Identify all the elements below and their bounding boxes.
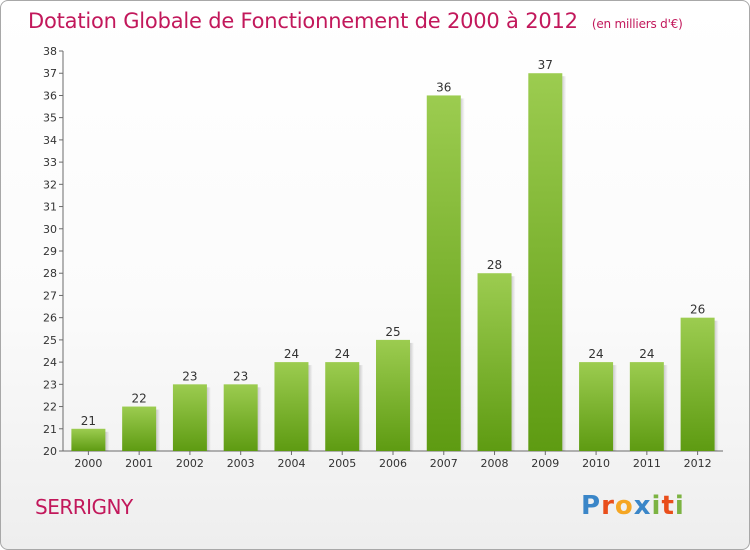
x-tick-label: 2005: [328, 457, 356, 470]
bar-value-label: 24: [335, 347, 350, 361]
bar-shadow: [105, 431, 110, 451]
bar-value-label: 23: [182, 369, 197, 383]
logo-letter: t: [661, 491, 675, 521]
y-tick-label: 26: [43, 312, 57, 325]
y-tick-label: 34: [43, 134, 57, 147]
bar-2000: [71, 428, 106, 451]
bar-2006: [376, 339, 410, 451]
bar-value-label: 24: [639, 347, 654, 361]
y-tick-label: 21: [43, 423, 57, 436]
bar-value-label: 28: [487, 258, 502, 272]
bar-shadow: [257, 387, 262, 451]
chart-title-text: Dotation Globale de Fonctionnement de 20…: [28, 9, 578, 33]
logo-letter: r: [601, 491, 615, 521]
axis-layer: 20 21 22 23 24 25 26 27 28 29 30 31 32 33 34 35 36 37 38 20…: [43, 45, 723, 470]
bar-2003: [223, 384, 258, 451]
logo-letter: i: [674, 491, 685, 521]
bar-2005: [325, 362, 360, 451]
commune-name: SERRIGNY: [35, 495, 133, 519]
bar-2011: [629, 362, 664, 451]
bar-value-label: 22: [132, 392, 147, 406]
bar-2009: [528, 73, 563, 451]
x-tick-label: 2004: [277, 457, 305, 470]
x-tick-label: 2001: [125, 457, 153, 470]
x-tick-label: 2006: [379, 457, 407, 470]
bar-2007: [426, 95, 461, 451]
y-tick-label: 35: [43, 112, 57, 125]
logo-letter: P: [581, 491, 602, 521]
y-tick-label: 36: [43, 89, 57, 102]
bar-shadow: [410, 342, 414, 451]
y-tick-label: 24: [43, 356, 57, 369]
bar-shadow: [460, 98, 465, 451]
bar-value-label: 24: [284, 347, 299, 361]
y-tick-label: 29: [43, 245, 57, 258]
bar-shadow: [359, 365, 364, 451]
x-tick-label: 2002: [176, 457, 204, 470]
x-tick-label: 2011: [633, 457, 661, 470]
bar-2001: [122, 406, 157, 451]
proxiti-logo: Proxiti: [581, 491, 685, 521]
bar-value-label: 25: [385, 325, 400, 339]
bar-layer: 21 22 23 23 24 24 25 36 28 37 24 24 26: [71, 58, 719, 451]
y-tick-label: 32: [43, 178, 57, 191]
y-tick-label: 23: [43, 378, 57, 391]
y-tick-label: 31: [43, 201, 57, 214]
x-tick-label: 2007: [430, 457, 458, 470]
chart-unit-label: (en milliers d'€): [591, 17, 683, 31]
y-tick-label: 22: [43, 401, 57, 414]
y-tick-label: 27: [43, 289, 57, 302]
x-tick-label: 2012: [684, 457, 712, 470]
logo-letter: x: [633, 491, 652, 521]
y-tick-label: 38: [43, 45, 57, 58]
chart-title: Dotation Globale de Fonctionnement de 20…: [28, 9, 683, 33]
bar-shadow: [714, 320, 719, 451]
y-tick-label: 28: [43, 267, 57, 280]
bar-value-label: 26: [690, 303, 705, 317]
x-tick-label: 2000: [74, 457, 102, 470]
bar-value-label: 36: [436, 80, 451, 94]
bar-value-label: 37: [538, 58, 553, 72]
y-tick-label: 30: [43, 223, 57, 236]
bar-shadow: [613, 365, 618, 451]
bar-value-label: 23: [233, 369, 248, 383]
bar-2004: [274, 362, 309, 451]
bar-value-label: 21: [81, 414, 96, 428]
bar-shadow: [156, 409, 161, 451]
bar-shadow: [511, 276, 516, 451]
bar-2008: [477, 273, 512, 451]
bar-shadow: [308, 365, 313, 451]
x-tick-label: 2008: [481, 457, 509, 470]
bar-shadow: [562, 76, 567, 451]
bar-2002: [172, 384, 207, 451]
bar-shadow: [206, 387, 211, 451]
y-tick-label: 25: [43, 334, 57, 347]
bar-value-label: 24: [588, 347, 603, 361]
x-tick-label: 2003: [227, 457, 255, 470]
logo-letter: i: [651, 491, 662, 521]
x-tick-label: 2010: [582, 457, 610, 470]
y-tick-label: 33: [43, 156, 57, 169]
y-tick-label: 20: [43, 445, 57, 458]
bar-2012: [680, 317, 715, 451]
bar-2010: [579, 362, 614, 451]
y-tick-label: 37: [43, 67, 57, 80]
x-tick-label: 2009: [531, 457, 559, 470]
logo-letter: o: [614, 491, 634, 521]
bar-shadow: [663, 365, 668, 451]
